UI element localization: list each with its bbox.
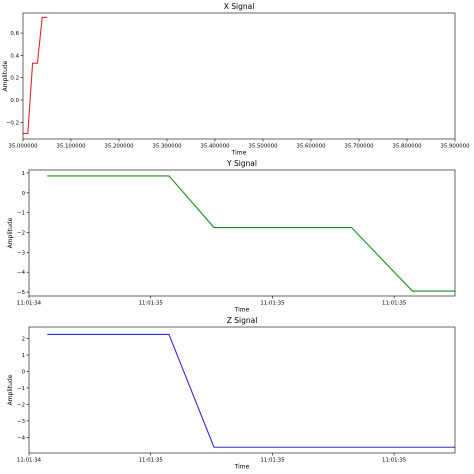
y-tick-label: −5 [17, 290, 25, 296]
y-tick-label: −4 [17, 435, 26, 441]
x-tick-label: 35.400000 [200, 144, 230, 150]
series-line [47, 333, 455, 448]
y-tick-label: −0.2 [6, 120, 19, 126]
y-axis-label: Amplitude [7, 217, 14, 248]
y-tick-label: −1 [17, 386, 25, 392]
plot-frame [22, 12, 456, 140]
chart-title: X Signal [224, 2, 255, 11]
x-tick-label: 11:01:35 [139, 301, 163, 307]
series-line [47, 175, 455, 292]
x-tick-label: 11:01:35 [382, 301, 406, 307]
y-axis-label: Amplitude [2, 60, 9, 91]
x-tick-label: 11:01:35 [139, 458, 163, 464]
x-tick-label: 11:01:35 [260, 458, 284, 464]
plot-frame [28, 326, 456, 454]
y-tick-label: −2 [17, 231, 25, 237]
y-axis-label: Amplitude [7, 374, 14, 405]
x-tick-label: 35.200000 [104, 144, 134, 150]
y-tick-label: 0.6 [10, 31, 19, 37]
x-tick-label: 35.900000 [440, 144, 470, 150]
y-tick-label: −3 [17, 419, 25, 425]
x-tick-label: 35.000000 [8, 144, 38, 150]
chart-panel-1: X Signal 35.000000 35.100000 35.200000 35.30… [2, 2, 470, 157]
x-tick-label: 11:01:34 [17, 458, 42, 464]
x-tick-label: 35.500000 [248, 144, 278, 150]
x-axis-label: Time [234, 464, 250, 471]
y-tick-label: 0.2 [10, 76, 19, 82]
series-line [23, 16, 47, 134]
x-tick-label: 11:01:34 [17, 301, 42, 307]
x-tick-label: 35.100000 [56, 144, 86, 150]
y-tick-label: 0 [22, 191, 26, 197]
chart-title: Z Signal [227, 316, 258, 325]
y-tick-label: 1 [22, 353, 25, 359]
x-axis-label: Time [234, 307, 250, 314]
plot-frame [28, 169, 456, 297]
y-tick-label: −4 [17, 270, 26, 276]
y-tick-label: 0 [22, 369, 26, 375]
x-axis-label: Time [231, 150, 247, 157]
y-tick-label: −2 [17, 402, 25, 408]
y-tick-label: −1 [17, 211, 25, 217]
x-tick-label: 35.800000 [392, 144, 422, 150]
y-tick-label: 2 [22, 337, 25, 343]
x-tick-label: 35.600000 [296, 144, 326, 150]
chart-panel-2: Y Signal 11:01:34 11:01:35 11:01:35 11:01:35… [7, 159, 456, 314]
x-tick-label: 35.300000 [152, 144, 182, 150]
y-tick-label: 1 [22, 171, 25, 177]
chart-panel-3: Z Signal 11:01:34 11:01:35 11:01:35 11:01:35… [7, 316, 456, 471]
x-tick-label: 11:01:35 [260, 301, 284, 307]
y-tick-label: 0.4 [10, 53, 19, 59]
chart-title: Y Signal [226, 159, 257, 168]
y-tick-label: −3 [17, 250, 25, 256]
x-tick-label: 35.700000 [344, 144, 374, 150]
y-tick-label: 0.0 [10, 98, 19, 104]
x-tick-label: 11:01:35 [382, 458, 406, 464]
